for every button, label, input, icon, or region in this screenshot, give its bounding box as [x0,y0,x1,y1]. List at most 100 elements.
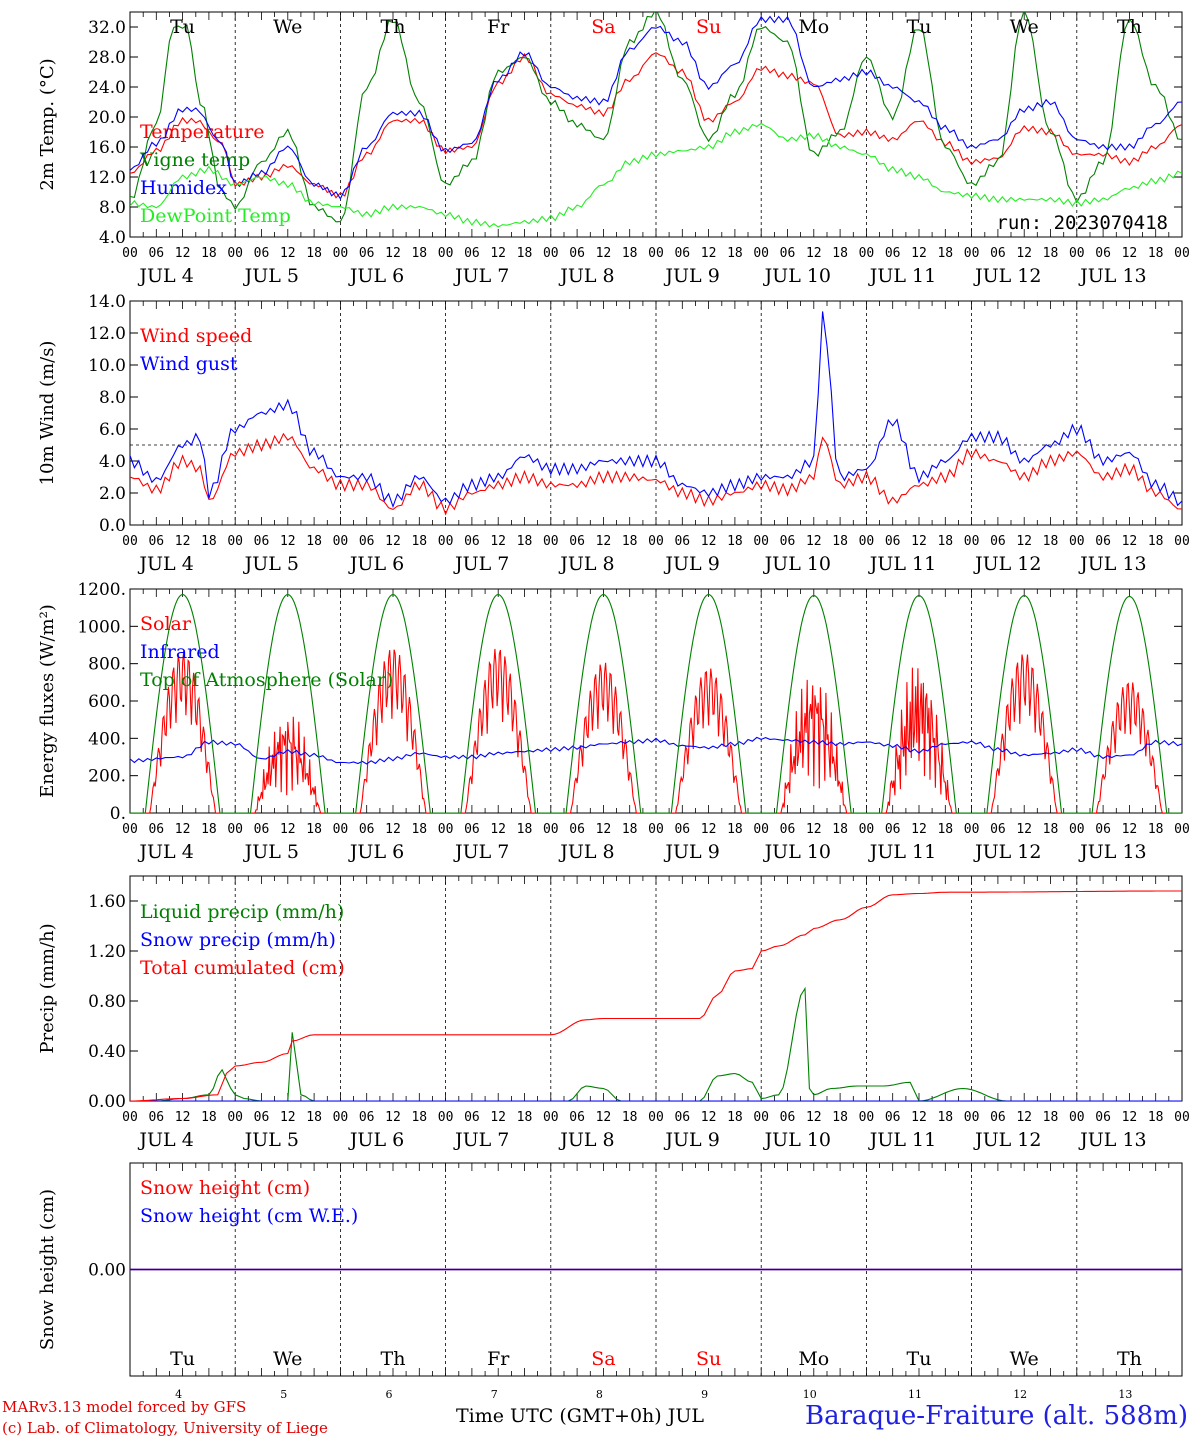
panel-wind: 0.0 2.0 4.0 6.0 8.0 10.0 12.0 14.0 10m Wind (m/s… [37,292,1190,575]
hour-label: 00 [964,534,980,549]
date-label: JUL 4 [137,1129,193,1151]
hour-label: 06 [464,246,480,261]
legend-entry: Total cumulated (cm) [140,957,345,979]
date-label: JUL 8 [558,265,614,287]
hour-label: 12 [490,1110,506,1125]
legend-entry: Solar [140,613,192,635]
hour-label: 00 [227,1110,243,1125]
hour-label: 12 [385,246,401,261]
hour-label: 18 [517,822,533,837]
panel-frame [129,588,1183,814]
hour-label: 06 [148,1110,164,1125]
date-label: JUL 10 [763,1129,831,1151]
legend-entry: Infrared [140,641,220,663]
y-tick-label: 12.0 [88,168,126,188]
y-axis-label: 10m Wind (m/s) [37,341,58,486]
legend-entry: Snow height (cm) [140,1177,310,1199]
date-label: JUL 12 [973,1129,1041,1151]
date-label: JUL 6 [348,553,404,575]
date-label: JUL 12 [973,265,1041,287]
date-label: JUL 8 [558,553,614,575]
hour-label: 12 [385,534,401,549]
hour-label: 18 [306,822,322,837]
legend-entry: Liquid precip (mm/h) [140,901,344,923]
hour-label: 06 [885,1110,901,1125]
hour-label: 18 [1043,822,1059,837]
hour-label: 12 [1016,822,1032,837]
hour-label: 06 [885,822,901,837]
legend-entry: Vigne temp [139,149,250,171]
series-line-total-cumulated-cm- [130,890,1182,1101]
hour-label: 18 [517,534,533,549]
hour-label: 18 [937,1110,953,1125]
date-label: JUL 13 [1078,553,1146,575]
hour-label: 00 [859,246,875,261]
panel-energy: 0. 200. 400. 600. 800. 1000. 1200. Energy fluxe… [37,580,1190,863]
hour-label: 00 [859,822,875,837]
hour-label: 18 [306,534,322,549]
hour-label: 18 [937,534,953,549]
hour-label: 00 [648,822,664,837]
y-tick-label: 20.0 [88,108,126,128]
hour-label: 18 [1148,534,1164,549]
hour-label: 12 [596,534,612,549]
panel-frame [129,11,1183,238]
y-tick-label: 6.0 [99,420,126,440]
run-label: run: 2023070418 [996,212,1168,234]
hour-label: 18 [306,1110,322,1125]
hour-label: 00 [543,246,559,261]
hour-label: 06 [1095,1110,1111,1125]
day-number-label: 12 [1013,1388,1027,1400]
hour-label: 00 [333,822,349,837]
y-tick-label: 8.0 [99,198,126,218]
day-label-bottom: Sa [591,1348,615,1370]
hour-label: 00 [227,534,243,549]
day-label-bottom: Tu [170,1348,195,1370]
hour-label: 00 [648,246,664,261]
day-label-top: Mo [798,16,829,38]
day-label-bottom: Fr [487,1348,510,1370]
hour-label: 12 [490,534,506,549]
hour-label: 12 [490,822,506,837]
date-label: JUL 7 [453,1129,509,1151]
hour-label: 06 [464,1110,480,1125]
hour-label: 18 [1043,1110,1059,1125]
day-number-label: 10 [803,1388,817,1400]
hour-ticks [129,1163,1183,1376]
date-label: JUL 9 [663,553,719,575]
hour-label: 06 [148,534,164,549]
hour-label: 12 [701,534,717,549]
date-label: JUL 10 [763,553,831,575]
hour-label: 00 [1174,822,1190,837]
day-label-bottom: Mo [798,1348,829,1370]
date-label: JUL 11 [868,1129,936,1151]
hour-label: 12 [806,1110,822,1125]
date-label: JUL 4 [137,265,193,287]
date-label: JUL 11 [868,553,936,575]
day-number-label: 8 [596,1388,603,1400]
hour-label: 12 [701,822,717,837]
hour-label: 18 [622,246,638,261]
y-axis-label: Precip (mm/h) [37,923,58,1053]
day-label-bottom: Tu [907,1348,932,1370]
hour-label: 18 [622,534,638,549]
day-label-top: Tu [907,16,932,38]
y-tick-label: 0.40 [88,1042,126,1062]
hour-label: 00 [122,822,138,837]
hour-label: 06 [990,534,1006,549]
day-label-top: We [273,16,302,38]
hour-label: 12 [1122,822,1138,837]
hour-label: 18 [832,822,848,837]
date-label: JUL 12 [973,841,1041,863]
y-tick-label: 1000. [77,617,126,637]
date-label: JUL 6 [348,265,404,287]
hour-label: 00 [1069,1110,1085,1125]
lab-credit: (c) Lab. of Climatology, University of L… [2,1419,328,1437]
panel-snow: 0.00 Snow height (cm) Snow height (cm) Snow… [37,1162,1183,1377]
hour-label: 12 [175,534,191,549]
hour-label: 06 [1095,822,1111,837]
hour-label: 12 [596,246,612,261]
series-line-vigne-temp [130,12,1182,223]
day-number-label: 4 [175,1388,182,1400]
date-label: JUL 7 [453,265,509,287]
